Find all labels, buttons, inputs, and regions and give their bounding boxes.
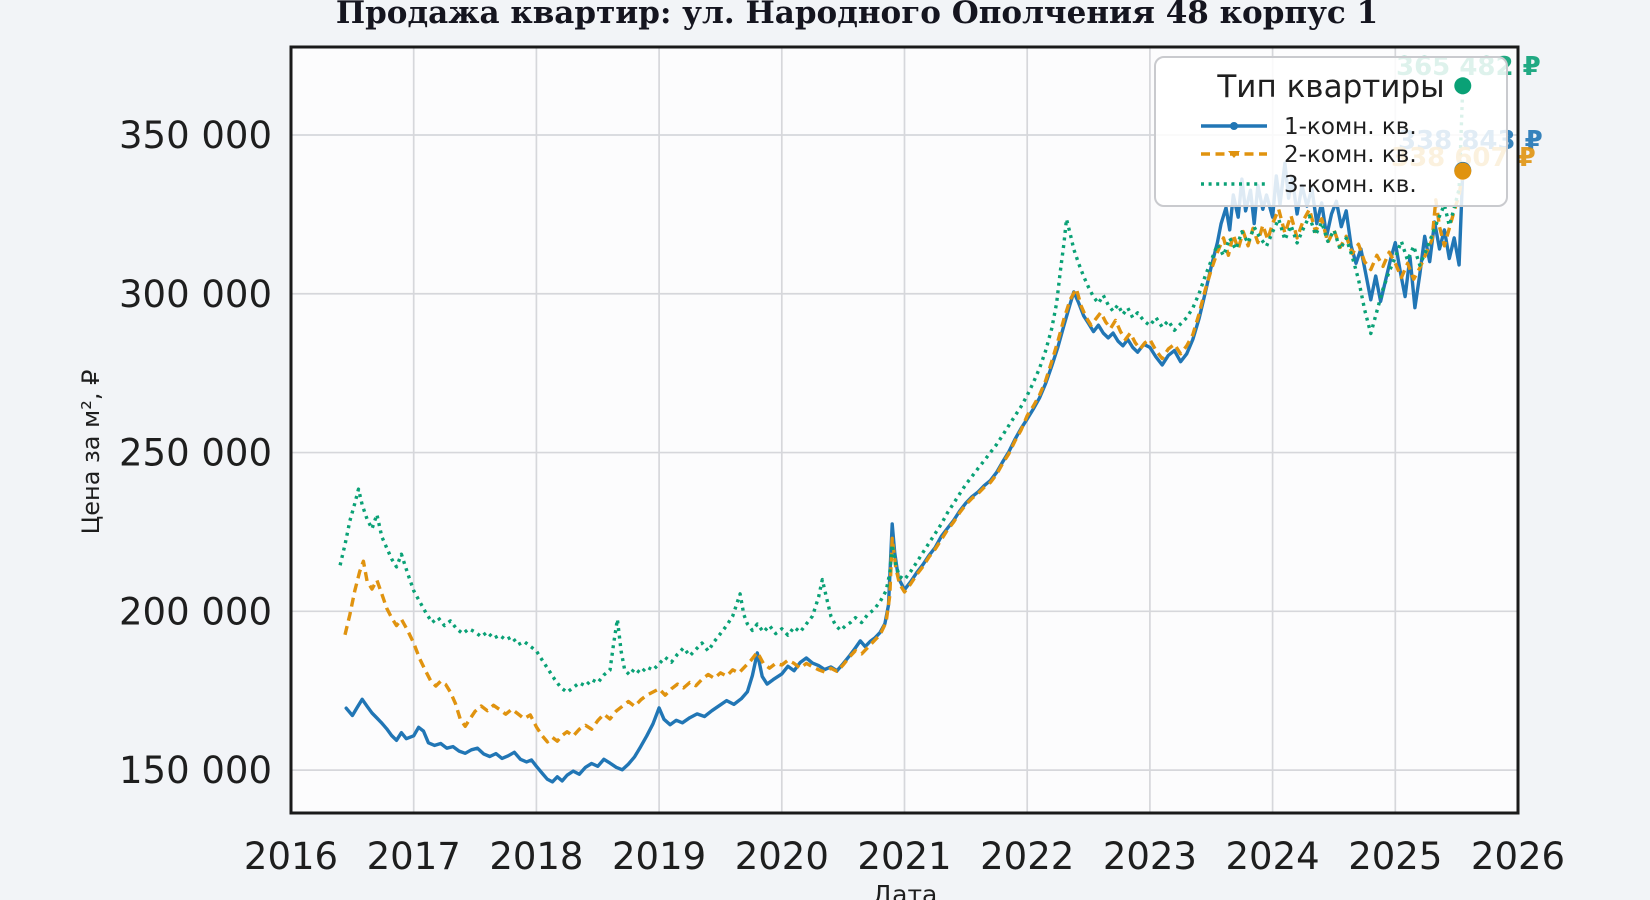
x-tick-label: 2025 — [1348, 835, 1442, 878]
legend-items: 1-комн. кв.2-комн. кв. 3-комн. кв. — [1201, 114, 1417, 198]
x-tick-label: 2016 — [244, 835, 338, 878]
y-tick-label: 300 000 — [119, 273, 272, 316]
y-tick-label: 250 000 — [119, 432, 272, 475]
x-tick-label: 2022 — [980, 835, 1074, 878]
x-tick-label: 2020 — [735, 835, 829, 878]
plot-spines — [289, 45, 1520, 815]
legend-item-label: 2-комн. кв. — [1284, 142, 1417, 168]
series-line-3-комн. кв. — [338, 85, 1465, 694]
legend-item-label: 3-комн. кв. — [1284, 172, 1417, 198]
x-tick-label: 2023 — [1103, 835, 1197, 878]
chart-title: Продажа квартир: ул. Народного Ополчения… — [336, 0, 1378, 31]
x-axis-title: Дата — [873, 880, 938, 900]
series-line-2-комн. кв. — [343, 170, 1465, 744]
y-tick-label: 350 000 — [119, 114, 272, 157]
legend-item-label: 1-комн. кв. — [1284, 114, 1417, 140]
series-lines — [338, 85, 1465, 784]
y-axis-tick-labels: 150 000 200 000 250 000 300 000 350 000 — [119, 114, 272, 792]
end-marker-2-комн. кв. — [1454, 162, 1472, 180]
legend-marker-dot — [1230, 122, 1238, 130]
legend: Тип квартиры 1-комн. кв.2-комн. кв. 3-ком… — [1154, 56, 1508, 207]
x-tick-label: 2026 — [1471, 835, 1565, 878]
x-tick-label: 2019 — [612, 835, 706, 878]
x-axis-tick-labels: 2016 2017 2018 2019 2020 2021 2022 2023 2024 2025… — [244, 835, 1565, 878]
legend-marker-triangle — [1228, 151, 1240, 158]
y-axis-title: Цена за м², ₽ — [77, 370, 105, 535]
x-tick-label: 2017 — [367, 835, 461, 878]
legend-title: Тип квартиры — [1216, 69, 1444, 105]
y-tick-label: 150 000 — [119, 749, 272, 792]
x-tick-label: 2024 — [1226, 835, 1320, 878]
x-tick-label: 2018 — [489, 835, 583, 878]
x-tick-label: 2021 — [857, 835, 951, 878]
end-marker-3-комн. кв. — [1454, 77, 1472, 95]
y-tick-label: 200 000 — [119, 590, 272, 633]
legend-box — [1154, 56, 1508, 207]
end-point-markers — [1454, 77, 1472, 180]
